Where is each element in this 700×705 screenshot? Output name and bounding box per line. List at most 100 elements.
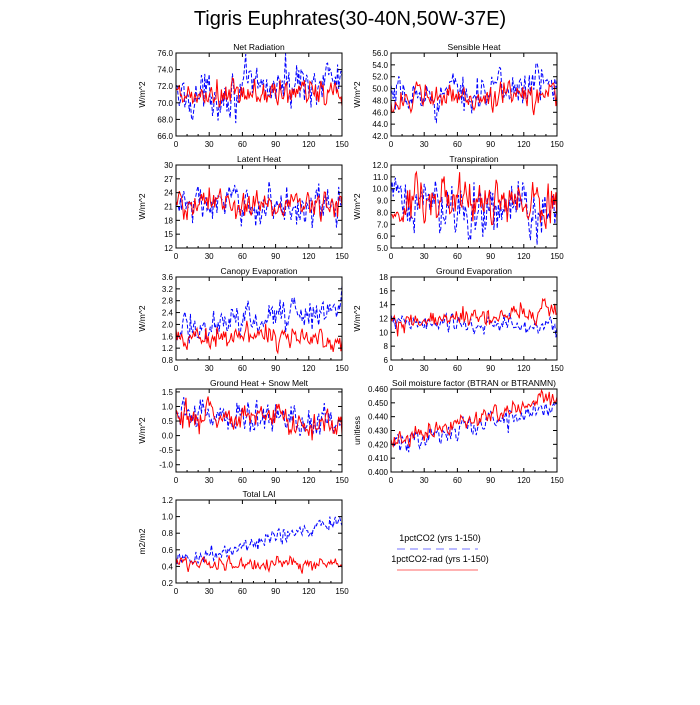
y-tick-label: 12 [164, 244, 173, 253]
y-tick-label: 1.5 [162, 388, 174, 397]
y-tick-label: 14 [379, 301, 388, 310]
x-tick-label: 60 [453, 252, 462, 261]
y-tick-label: 48.0 [372, 96, 388, 105]
x-tick-label: 90 [486, 364, 495, 373]
panel-title: Transpiration [449, 154, 499, 164]
x-tick-label: 150 [550, 364, 564, 373]
x-tick-label: 90 [486, 252, 495, 261]
series-line-1pctco2 [391, 401, 557, 453]
y-tick-label: 44.0 [372, 120, 388, 129]
plot-frame [175, 276, 343, 361]
y-tick-label: 0.440 [368, 413, 389, 422]
y-tick-label: 0.6 [162, 546, 174, 555]
panel-title: Total LAI [242, 489, 275, 499]
x-tick-label: 90 [271, 476, 280, 485]
x-tick-label: 0 [389, 252, 394, 261]
y-tick-label: 10.0 [372, 185, 388, 194]
series-line-1pctco2-rad [391, 79, 557, 116]
y-tick-label: 0.8 [162, 529, 174, 538]
x-tick-label: 60 [453, 140, 462, 149]
plot-frame [175, 388, 343, 473]
series-line-1pctco2-rad [176, 555, 342, 574]
series-line-1pctco2 [176, 53, 342, 124]
y-tick-label: 16 [379, 287, 388, 296]
panel-title: Canopy Evaporation [220, 266, 297, 276]
x-tick-label: 120 [517, 364, 531, 373]
y-tick-label: 11.0 [373, 173, 389, 182]
x-tick-label: 60 [238, 140, 247, 149]
y-tick-label: 9.0 [377, 197, 389, 206]
x-tick-label: 90 [486, 140, 495, 149]
y-axis-label: W/m^2 [137, 81, 147, 107]
series-line-1pctco2-rad [176, 320, 342, 355]
chart-panel: 0 30 60 90 120 150 -1.0 -0.5 0.0 0.5 1.0 1.5 Ground … [137, 378, 349, 485]
x-tick-label: 150 [335, 587, 349, 596]
x-tick-label: 90 [271, 364, 280, 373]
x-tick-label: 30 [205, 252, 214, 261]
legend-label-1pctco2-rad: 1pctCO2-rad (yrs 1-150) [391, 554, 489, 564]
chart-panel: 0 30 60 90 120 150 0.8 1.2 1.6 2.0 2.4 2.8 3.2 3.6 Can… [137, 266, 349, 373]
series-line-1pctco2-rad [391, 170, 557, 229]
x-tick-label: 150 [335, 476, 349, 485]
y-tick-label: 50.0 [372, 85, 388, 94]
x-tick-label: 60 [238, 587, 247, 596]
y-tick-label: 66.0 [157, 132, 173, 141]
x-tick-label: 120 [517, 252, 531, 261]
panel-title: Net Radiation [233, 42, 285, 52]
legend-label-1pctco2: 1pctCO2 (yrs 1-150) [399, 533, 481, 543]
y-tick-label: 70.0 [157, 99, 173, 108]
y-tick-label: 18 [379, 273, 388, 282]
y-tick-label: 8.0 [377, 208, 389, 217]
x-tick-label: 120 [517, 140, 531, 149]
chart-panel: 0 30 60 90 120 150 6 8 10 12 14 16 18 Ground Evaporat… [352, 266, 564, 373]
x-tick-label: 150 [550, 252, 564, 261]
series-line-1pctco2 [176, 515, 342, 566]
y-tick-label: 0.400 [368, 468, 389, 477]
y-tick-label: 8 [384, 342, 389, 351]
y-tick-label: 0.5 [162, 417, 174, 426]
y-tick-label: 1.0 [162, 513, 174, 522]
y-tick-label: 2.8 [162, 297, 174, 306]
chart-panel: 0 30 60 90 120 150 5.0 6.0 7.0 8.0 9.0 10.0 11.0 12.0… [352, 154, 564, 261]
y-tick-label: 27 [164, 175, 173, 184]
x-tick-label: 0 [389, 364, 394, 373]
y-tick-label: 3.2 [162, 285, 174, 294]
y-tick-label: 0.4 [162, 562, 174, 571]
chart-panel: 0 30 60 90 120 150 0.2 0.4 0.6 0.8 1.0 1.2 Total LAI… [137, 489, 349, 596]
y-tick-label: 0.8 [162, 356, 174, 365]
y-tick-label: 46.0 [372, 108, 388, 117]
y-tick-label: 7.0 [377, 220, 389, 229]
x-tick-label: 120 [517, 476, 531, 485]
series-line-1pctco2-rad [391, 297, 557, 337]
x-tick-label: 30 [420, 364, 429, 373]
series-line-1pctco2 [176, 285, 342, 344]
panel-title: Sensible Heat [448, 42, 502, 52]
x-tick-label: 120 [302, 587, 316, 596]
y-tick-label: 6 [384, 356, 389, 365]
y-tick-label: 0.460 [368, 385, 389, 394]
figure-title: Tigris Euphrates(30-40N,50W-37E) [193, 8, 507, 30]
x-tick-label: 0 [174, 364, 179, 373]
y-tick-label: 52.0 [372, 73, 388, 82]
legend: 1pctCO2 (yrs 1-150) 1pctCO2-rad (yrs 1-15… [391, 533, 489, 571]
x-tick-label: 150 [335, 364, 349, 373]
x-tick-label: 0 [174, 140, 179, 149]
y-tick-label: 0.0 [162, 432, 174, 441]
y-tick-label: 24 [164, 189, 173, 198]
y-axis-label: W/m^2 [137, 305, 147, 331]
y-tick-label: 10 [379, 328, 388, 337]
plot-frame [175, 52, 343, 137]
x-tick-label: 30 [420, 140, 429, 149]
plot-frame [390, 164, 558, 249]
x-tick-label: 30 [420, 476, 429, 485]
series-line-1pctco2-rad [176, 396, 342, 441]
x-tick-label: 0 [389, 140, 394, 149]
y-tick-label: 12.0 [372, 161, 388, 170]
y-tick-label: 30 [164, 161, 173, 170]
y-axis-label: unitless [352, 416, 362, 445]
y-tick-label: 0.2 [162, 579, 174, 588]
x-tick-label: 90 [486, 476, 495, 485]
x-tick-label: 0 [174, 587, 179, 596]
x-tick-label: 120 [302, 140, 316, 149]
